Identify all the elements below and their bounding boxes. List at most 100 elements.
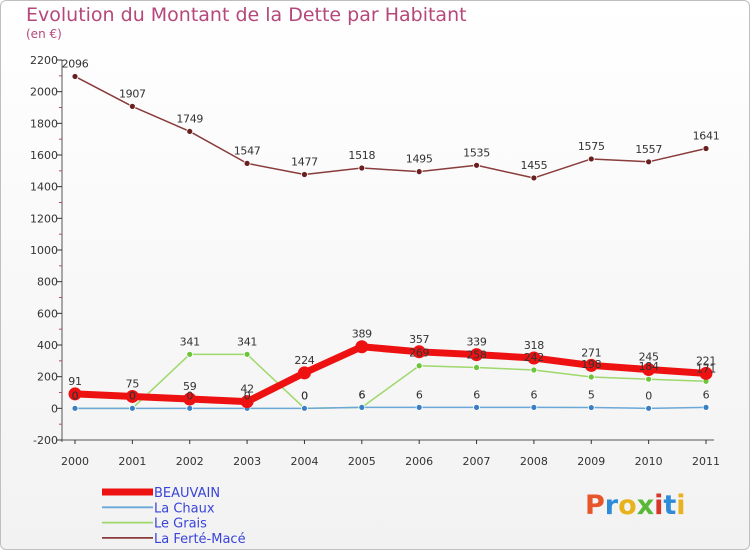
data-label: 1557 — [635, 143, 662, 156]
data-label: 6 — [358, 388, 365, 401]
data-point — [412, 345, 426, 359]
data-label: 171 — [696, 362, 716, 375]
y-tick-label: 1200 — [30, 212, 58, 225]
data-label: 389 — [352, 328, 372, 341]
data-label: 269 — [409, 347, 429, 360]
data-point — [473, 403, 480, 411]
x-tick-label: 2001 — [118, 455, 146, 468]
legend-label: La Chaux — [154, 501, 215, 516]
x-tick-label: 2002 — [176, 455, 204, 468]
data-point — [645, 375, 653, 383]
data-point — [68, 387, 82, 401]
x-tick-label: 2004 — [290, 455, 318, 468]
x-tick-label: 2011 — [692, 455, 720, 468]
data-label: 75 — [126, 377, 140, 390]
data-label: 0 — [301, 389, 308, 402]
data-label: 0 — [72, 389, 79, 402]
data-point — [415, 362, 423, 370]
data-label: 0 — [244, 389, 251, 402]
data-label: 271 — [581, 346, 601, 359]
x-tick-label: 2008 — [520, 455, 548, 468]
logo-letter: P — [585, 490, 605, 521]
data-label: 1518 — [348, 149, 375, 162]
y-tick-label: 2000 — [30, 86, 58, 99]
series-line-0 — [74, 343, 707, 406]
data-label: 6 — [473, 388, 480, 401]
data-point — [530, 174, 538, 182]
data-label: 0 — [129, 389, 136, 402]
data-point — [355, 340, 369, 354]
legend-label: La Ferté-Macé — [154, 532, 246, 547]
data-label: 42 — [240, 383, 253, 396]
data-label: 1641 — [693, 130, 720, 143]
data-point — [297, 366, 311, 380]
series-line-2 — [75, 353, 707, 410]
data-label: 242 — [524, 351, 544, 364]
data-point — [699, 366, 713, 380]
data-point — [358, 164, 366, 172]
logo-letter: i — [654, 490, 664, 521]
data-point — [702, 145, 710, 152]
data-label: 339 — [466, 336, 486, 349]
data-point — [125, 389, 139, 403]
data-point — [415, 168, 423, 176]
x-tick-label: 2007 — [463, 455, 491, 468]
logo-letter: x — [636, 490, 655, 521]
data-label: 6 — [531, 388, 538, 401]
data-label: 1749 — [176, 112, 203, 125]
data-label: 1495 — [406, 153, 433, 166]
legend-label: Le Grais — [154, 517, 207, 532]
data-point — [240, 395, 254, 409]
data-point — [186, 404, 194, 412]
data-point — [587, 404, 595, 411]
y-tick-label: 200 — [37, 371, 58, 384]
data-label: 198 — [581, 358, 601, 371]
data-label: 1547 — [234, 144, 261, 157]
data-point — [186, 350, 194, 358]
data-point — [473, 161, 480, 169]
data-label: 0 — [301, 389, 308, 402]
data-label: 341 — [237, 335, 257, 348]
y-tick-label: 400 — [37, 339, 58, 352]
data-point — [301, 404, 308, 412]
x-tick-label: 2003 — [233, 455, 261, 468]
data-label: 258 — [466, 348, 486, 361]
data-point — [128, 404, 136, 412]
data-label: 221 — [696, 354, 716, 367]
logo-letter: t — [663, 490, 677, 521]
proxiti-logo: Proxiti — [585, 490, 686, 521]
y-tick-label: 1600 — [30, 149, 58, 162]
data-label: 0 — [645, 389, 652, 402]
data-point — [186, 128, 194, 135]
data-point — [301, 171, 308, 178]
data-point — [415, 403, 423, 411]
data-point — [702, 403, 710, 411]
data-point — [530, 366, 538, 374]
data-point — [527, 351, 541, 365]
data-label: 245 — [639, 351, 659, 364]
y-tick-label: 1800 — [30, 117, 58, 130]
data-label: 1455 — [521, 159, 548, 172]
y-tick-label: 0 — [51, 402, 58, 415]
data-point — [243, 350, 251, 358]
data-label: 91 — [68, 375, 81, 388]
data-label: 1477 — [291, 155, 318, 168]
data-label: 1535 — [463, 146, 490, 159]
y-tick-label: 800 — [37, 276, 58, 289]
data-label: 6 — [703, 388, 710, 401]
series-line-3 — [74, 75, 707, 179]
data-point — [183, 392, 197, 406]
data-label: 184 — [639, 360, 659, 373]
data-point — [473, 364, 480, 371]
y-tick-label: 1400 — [30, 181, 58, 194]
data-point — [530, 403, 538, 411]
data-point — [642, 363, 656, 377]
data-point — [128, 102, 136, 110]
data-label: 6 — [416, 388, 423, 401]
data-label: 2096 — [62, 57, 89, 70]
y-tick-label: 1000 — [30, 244, 58, 257]
x-tick-label: 2010 — [635, 455, 663, 468]
logo-letter: r — [604, 490, 619, 521]
data-label: 6 — [358, 388, 365, 401]
